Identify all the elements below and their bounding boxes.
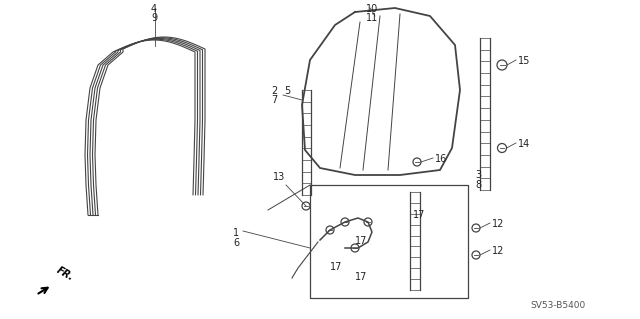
Text: 12: 12 [492, 246, 504, 256]
Text: 4: 4 [151, 4, 157, 14]
Text: 5: 5 [284, 86, 291, 96]
Text: 6: 6 [233, 238, 239, 248]
Text: 7: 7 [271, 95, 277, 105]
Text: 2: 2 [271, 86, 277, 96]
Text: 17: 17 [355, 236, 367, 246]
Text: FR.: FR. [55, 265, 76, 283]
Text: 16: 16 [435, 154, 447, 164]
Text: 13: 13 [273, 172, 285, 182]
Text: 15: 15 [518, 56, 531, 66]
Text: 17: 17 [413, 210, 426, 220]
Text: 8: 8 [475, 180, 481, 190]
Text: 17: 17 [355, 272, 367, 282]
Text: 12: 12 [492, 219, 504, 229]
Text: 14: 14 [518, 139, 531, 149]
Text: 3: 3 [475, 170, 481, 180]
Text: 11: 11 [366, 13, 378, 23]
Text: SV53-B5400: SV53-B5400 [530, 301, 585, 310]
Text: 9: 9 [151, 13, 157, 23]
Text: 17: 17 [330, 262, 342, 272]
Text: 10: 10 [366, 4, 378, 14]
Text: 1: 1 [233, 228, 239, 238]
